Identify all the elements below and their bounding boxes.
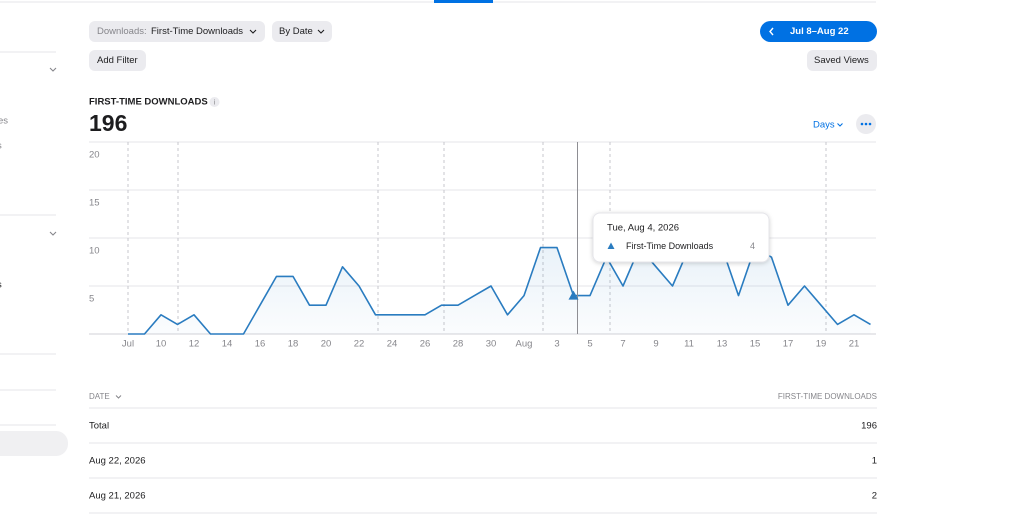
tooltip-date: Tue, Aug 4, 2026 [607,223,679,234]
button-label: By Date [279,26,313,37]
x-tick-label: 14 [222,339,233,350]
add-filter-button[interactable]: Add Filter [89,50,146,71]
x-tick-label: 26 [420,339,431,350]
line-area [128,247,871,334]
active-tab-indicator [434,0,493,3]
saved-views-button[interactable]: Saved Views [807,50,877,71]
y-tick-label: 20 [89,150,100,161]
x-tick-label: 18 [288,339,299,350]
button-label: Saved Views [814,55,869,66]
button-label-prefix: Downloads: [97,26,147,37]
more-button[interactable] [856,114,876,134]
row-label: Total [89,421,109,432]
button-bg [89,50,146,71]
sidebar-item[interactable]: s [0,280,2,291]
x-tick-label: 28 [453,339,464,350]
chart-subtitle: 196 [89,110,127,136]
x-tick-label: 5 [587,339,592,350]
row-label: Aug 21, 2026 [89,491,146,502]
chevron[interactable] [49,67,57,72]
button-label: Add Filter [97,55,138,66]
tooltip-marker [607,242,615,249]
tooltip-series: First-Time Downloads [626,241,714,251]
x-tick-label: 3 [554,339,559,350]
x-tick-label: 24 [387,339,398,350]
back-arrow [769,27,774,36]
button-bg [89,21,265,42]
x-tick-label: 13 [717,339,728,350]
x-tick-label: Aug [516,339,533,350]
sidebar-item[interactable]: es [0,116,8,127]
column-header[interactable]: DATE [89,392,110,401]
x-tick-label: 16 [255,339,266,350]
row-label: Aug 22, 2026 [89,456,146,467]
chevron [249,29,257,34]
x-tick-label: 15 [750,339,761,350]
tooltip-value: 4 [750,241,755,251]
x-tick-label: 30 [486,339,497,350]
x-tick-label: 19 [816,339,827,350]
info-icon[interactable] [209,97,220,107]
button-label: Jul 8–Aug 22 [790,26,849,37]
x-tick-label: Jul [122,339,134,350]
row-value: 196 [861,421,877,432]
x-tick-label: 20 [321,339,332,350]
x-tick-label: 7 [620,339,625,350]
x-tick-label: 12 [189,339,200,350]
granularity-button[interactable]: Days [813,120,843,131]
x-tick-label: 10 [156,339,167,350]
sidebar-item[interactable]: s [0,141,2,152]
y-tick-label: 15 [89,198,100,209]
x-tick-label: 9 [653,339,658,350]
x-tick-label: 11 [684,339,694,350]
info-glyph: i [214,99,216,106]
y-tick-label: 5 [89,294,94,305]
hover-point [568,290,579,300]
x-tick-label: 22 [354,339,365,350]
button-bg [760,21,877,42]
button-bg [272,21,332,42]
granularity-label: Days [813,120,835,131]
sidebar: es s s [0,51,68,456]
button-label: First-Time Downloads [151,26,243,37]
row-value: 1 [872,456,877,467]
chevron [317,29,325,34]
tooltip: Tue, Aug 4, 2026 First-Time Downloads 4 [592,212,770,263]
chevron [837,123,843,127]
dot [860,122,864,126]
dot [868,122,872,126]
filter-measure-button[interactable]: Downloads: First-Time Downloads [89,21,265,42]
row-value: 2 [872,491,877,502]
x-tick-label: 21 [849,339,860,350]
data-table: DATE FIRST-TIME DOWNLOADS Total 196 Aug … [89,392,877,514]
dot [864,122,868,126]
date-range-button[interactable]: Jul 8–Aug 22 [760,21,877,42]
sort-chevron[interactable] [115,395,122,399]
group-by-button[interactable]: By Date [272,21,332,42]
button-bg [807,50,877,71]
tooltip-box [592,212,770,263]
selected-item[interactable] [0,431,68,456]
line-series [128,246,871,335]
chevron[interactable] [49,231,57,236]
column-header: FIRST-TIME DOWNLOADS [778,392,877,401]
y-tick-label: 10 [89,246,100,257]
x-tick-label: 17 [783,339,794,350]
chart-title: FIRST-TIME DOWNLOADS [89,97,208,108]
